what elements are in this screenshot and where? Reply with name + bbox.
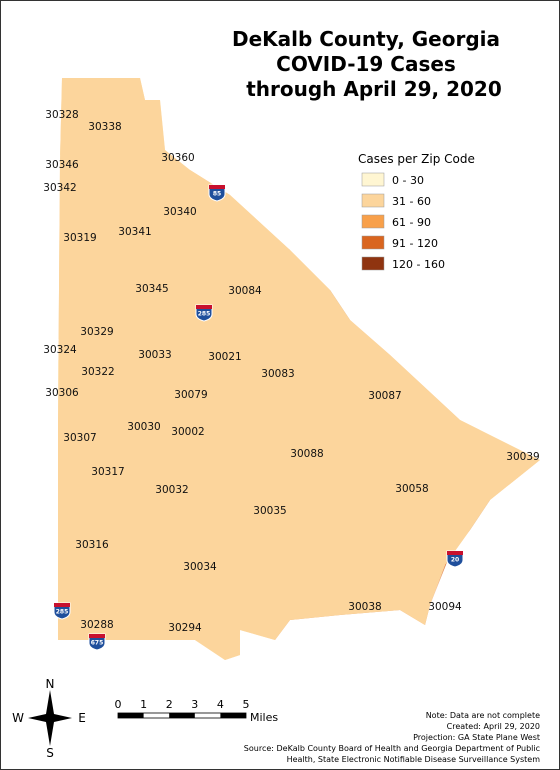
title-line: DeKalb County, Georgia xyxy=(232,27,500,51)
note: Created: April 29, 2020 xyxy=(447,722,540,731)
legend-label: 91 - 120 xyxy=(392,237,438,250)
legend-label: 0 - 30 xyxy=(392,174,424,187)
zip-label: 30329 xyxy=(80,326,113,338)
zip-label: 30317 xyxy=(91,466,124,478)
zip-label: 30322 xyxy=(81,366,114,378)
note: Note: Data are not complete xyxy=(426,711,540,720)
zip-label: 30328 xyxy=(45,109,78,121)
zip-label: 30021 xyxy=(208,351,241,363)
zip-labels: 30328 30338 30360 30346 30342 30319 3034… xyxy=(43,109,539,634)
compass: N E S W xyxy=(12,677,86,760)
zip-label: 30088 xyxy=(290,448,323,460)
zip-label: 30306 xyxy=(45,387,79,399)
zip-label: 30342 xyxy=(43,182,76,194)
zip-label: 30319 xyxy=(63,232,96,244)
zip-label: 30002 xyxy=(171,426,204,438)
zip-label: 30030 xyxy=(127,421,160,433)
zip-label: 30288 xyxy=(80,619,113,631)
scale-unit: Miles xyxy=(250,711,278,724)
legend-title: Cases per Zip Code xyxy=(358,152,475,166)
zip-label: 30033 xyxy=(138,349,171,361)
shield-number: 85 xyxy=(213,191,221,198)
scale-label: 0 xyxy=(115,698,122,711)
scale-segment xyxy=(118,713,144,718)
zip-label: 30083 xyxy=(261,368,294,380)
shield-number: 285 xyxy=(198,311,211,318)
zip-label: 30035 xyxy=(253,505,286,517)
legend-label: 31 - 60 xyxy=(392,195,431,208)
zip-label: 30034 xyxy=(183,561,217,573)
zip-label: 30340 xyxy=(163,206,196,218)
title-line: through April 29, 2020 xyxy=(246,77,502,101)
note: Health, State Electronic Notifiable Dise… xyxy=(287,755,541,764)
title-line: COVID-19 Cases xyxy=(276,52,456,76)
scale-label: 4 xyxy=(217,698,224,711)
scale-segment xyxy=(220,713,246,718)
legend-swatch xyxy=(361,256,385,271)
shield-number: 285 xyxy=(56,609,69,616)
legend-swatch xyxy=(361,214,385,229)
scale-label: 2 xyxy=(166,698,173,711)
shield-number: 675 xyxy=(91,640,104,647)
scale-label: 5 xyxy=(243,698,250,711)
legend-swatch xyxy=(361,193,385,208)
legend-label: 120 - 160 xyxy=(392,258,445,271)
compass-letter: W xyxy=(12,711,24,725)
scale-label: 1 xyxy=(140,698,147,711)
note: Source: DeKalb County Board of Health an… xyxy=(244,744,540,753)
zip-label: 30079 xyxy=(174,389,207,401)
zip-label: 30316 xyxy=(75,539,109,551)
compass-letter: S xyxy=(46,746,54,760)
scale-label: 3 xyxy=(191,698,198,711)
zip-label: 30338 xyxy=(88,121,121,133)
zip-label: 30324 xyxy=(43,344,77,356)
legend: Cases per Zip Code 0 - 30 31 - 60 61 - 9… xyxy=(358,152,475,271)
zip-label: 30058 xyxy=(395,483,428,495)
zip-label: 30307 xyxy=(63,432,96,444)
zip-label: 30084 xyxy=(228,285,262,297)
compass-letter: N xyxy=(46,677,55,691)
scale-segment xyxy=(169,713,195,718)
zip-label: 30345 xyxy=(135,283,168,295)
legend-label: 61 - 90 xyxy=(392,216,431,229)
zip-label: 30032 xyxy=(155,484,188,496)
zip-label: 30346 xyxy=(45,159,79,171)
shield-number: 20 xyxy=(451,557,459,564)
scale-bar: 0 1 2 3 4 5 xyxy=(115,698,250,719)
legend-swatch xyxy=(361,172,385,187)
zip-label: 30039 xyxy=(506,451,539,463)
compass-letter: E xyxy=(78,711,86,725)
zip-label: 30087 xyxy=(368,390,401,402)
zip-label: 30360 xyxy=(161,152,194,164)
zip-label: 30341 xyxy=(118,226,151,238)
zip-label: 30094 xyxy=(428,601,462,613)
legend-swatch xyxy=(361,235,385,250)
zip-label: 30038 xyxy=(348,601,381,613)
note: Projection: GA State Plane West xyxy=(413,733,540,742)
zip-label: 30294 xyxy=(168,622,202,634)
interstate-shields: 85 285 285 675 20 xyxy=(53,184,464,651)
